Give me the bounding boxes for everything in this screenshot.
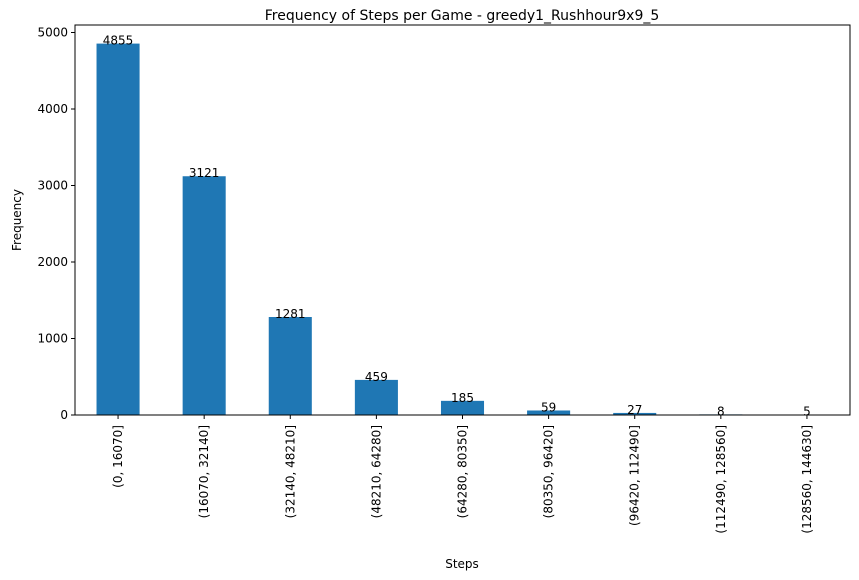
bar bbox=[182, 176, 226, 415]
bar-value-label: 3121 bbox=[189, 166, 220, 180]
bar-value-label: 27 bbox=[627, 403, 642, 417]
bar bbox=[268, 317, 312, 415]
x-tick-label: (0, 16070] bbox=[111, 425, 125, 488]
bar-value-label: 4855 bbox=[103, 34, 134, 48]
x-axis-label: Steps bbox=[445, 557, 479, 571]
y-tick-label: 3000 bbox=[37, 178, 68, 192]
x-tick-label: (96420, 112490] bbox=[628, 425, 642, 526]
y-tick-label: 0 bbox=[60, 408, 68, 422]
bar bbox=[354, 379, 398, 415]
x-tick-label: (64280, 80350] bbox=[456, 425, 470, 518]
y-axis-label: Frequency bbox=[10, 189, 24, 251]
bar-value-label: 185 bbox=[451, 391, 474, 405]
bar-value-label: 5 bbox=[803, 405, 811, 419]
plot-area: 0 1000 2000 3000 4000 5000 4855 (0, 16070] 3121 (… bbox=[37, 25, 829, 534]
plot-frame bbox=[74, 24, 851, 416]
y-tick-label: 4000 bbox=[37, 102, 68, 116]
bar bbox=[527, 410, 571, 415]
bar-value-label: 1281 bbox=[275, 307, 306, 321]
bar-value-label: 59 bbox=[541, 400, 556, 414]
bar-value-label: 459 bbox=[365, 370, 388, 384]
x-tick-label: (48210, 64280] bbox=[369, 425, 383, 518]
x-tick-label: (80350, 96420] bbox=[542, 425, 556, 518]
chart-title: Frequency of Steps per Game - greedy1_Ru… bbox=[265, 8, 660, 24]
y-tick-label: 2000 bbox=[37, 255, 68, 269]
y-tick-label: 5000 bbox=[37, 25, 68, 39]
bar bbox=[440, 400, 485, 415]
x-tick-label: (16070, 32140] bbox=[197, 425, 211, 518]
bar bbox=[613, 412, 657, 415]
bar-value-label: 8 bbox=[717, 404, 725, 418]
y-tick-label: 1000 bbox=[37, 331, 68, 345]
x-tick-label: (112490, 128560] bbox=[714, 425, 728, 534]
bar bbox=[96, 43, 140, 416]
x-tick-label: (32140, 48210] bbox=[283, 425, 297, 518]
x-tick-label: (128560, 144630] bbox=[800, 425, 814, 534]
